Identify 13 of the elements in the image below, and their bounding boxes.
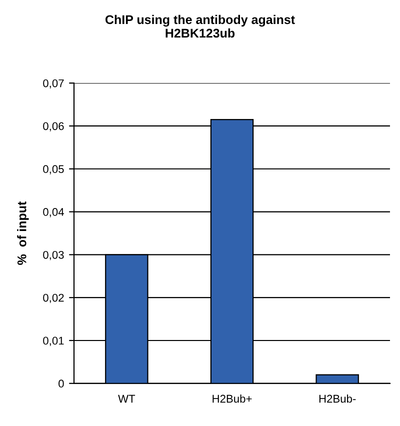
y-tick-label: 0 [58,380,64,388]
y-tick-label: 0,05 [43,165,64,174]
y-tick-label: 0,01 [43,336,64,346]
y-tick-label: 0,06 [43,122,64,132]
x-tick-label: H2Bub- [319,394,356,403]
y-axis-title: % of input [17,201,29,265]
y-tick-label: 0,03 [43,250,64,260]
chart-title: ChIP using the antibody against H2BK123ub [105,14,295,38]
y-tick-label: 0,07 [43,79,64,89]
y-tick-label: 0,04 [43,208,64,218]
x-tick-label: WT [118,394,136,403]
x-tick-label: H2Bub+ [212,394,252,403]
y-tick-label: 0,02 [43,294,64,304]
